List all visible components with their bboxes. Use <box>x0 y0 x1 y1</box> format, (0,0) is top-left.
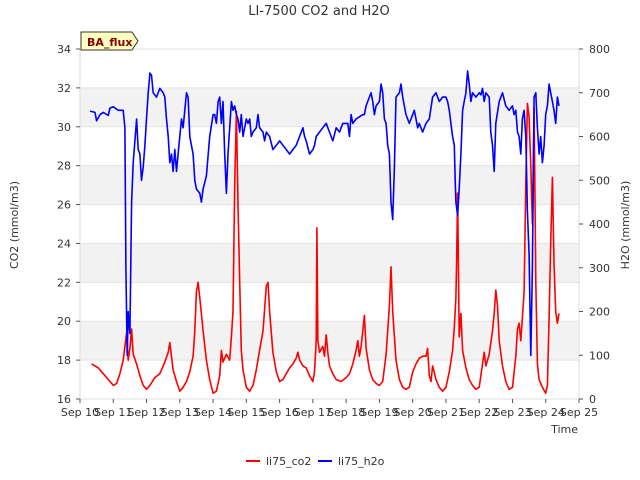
legend-label: li75_h2o <box>338 455 385 468</box>
grid-band <box>80 165 579 205</box>
y-left-tick-label: 28 <box>57 160 71 173</box>
x-tick-label: Sep 23 <box>493 406 531 419</box>
chart-title: LI-7500 CO2 and H2O <box>248 4 390 19</box>
x-tick-label: Sep 25 <box>560 406 598 419</box>
x-tick-label: Sep 15 <box>227 406 265 419</box>
x-tick-label: Sep 24 <box>527 406 565 419</box>
y-axis-right: 0 100 200 300 400 500 600 700 800 <box>579 43 610 406</box>
y-left-tick-label: 30 <box>57 121 71 134</box>
series-line-li75-co2 <box>91 102 560 394</box>
y-left-tick-label: 34 <box>57 43 71 56</box>
x-tick-label: Sep 21 <box>427 406 465 419</box>
grid-band <box>80 321 579 361</box>
legend-label: li75_co2 <box>266 455 311 468</box>
x-tick-label: Sep 19 <box>360 406 398 419</box>
y-right-tick-label: 800 <box>589 43 610 56</box>
y-left-tick-label: 20 <box>57 315 71 328</box>
x-tick-label: Sep 10 <box>61 406 99 419</box>
site-badge: BA_flux <box>80 31 139 51</box>
x-tick-label: Sep 13 <box>161 406 199 419</box>
site-badge-box <box>80 31 139 51</box>
y-left-tick-label: 26 <box>57 199 71 212</box>
site-badge-label: BA_flux <box>87 36 132 49</box>
y-axis-right-label: H2O (mmol/m3) <box>619 181 632 270</box>
y-right-tick-label: 600 <box>589 131 610 144</box>
y-axis-left-label: CO2 (mmol/m3) <box>8 181 21 269</box>
series-line-li75-h2o <box>89 70 560 357</box>
y-right-tick-label: 100 <box>589 349 610 362</box>
x-axis-label: Time <box>550 423 578 436</box>
grid-band <box>80 243 579 283</box>
y-right-tick-label: 700 <box>589 87 610 100</box>
x-tick-label: Sep 22 <box>460 406 498 419</box>
y-axis-left: 16 18 20 22 24 26 28 30 32 34 <box>57 43 80 406</box>
y-left-tick-label: 16 <box>57 393 71 406</box>
y-left-tick-label: 24 <box>57 237 71 250</box>
series-layer <box>89 70 560 394</box>
x-tick-label: Sep 14 <box>194 406 232 419</box>
y-left-tick-label: 22 <box>57 276 71 289</box>
x-tick-label: Sep 16 <box>260 406 298 419</box>
y-right-tick-label: 500 <box>589 174 610 187</box>
y-right-tick-label: 200 <box>589 306 610 319</box>
y-right-tick-label: 300 <box>589 262 610 275</box>
x-tick-label: Sep 20 <box>394 406 432 419</box>
x-tick-label: Sep 12 <box>127 406 165 419</box>
x-tick-label: Sep 18 <box>327 406 365 419</box>
y-right-tick-label: 400 <box>589 218 610 231</box>
x-tick-label: Sep 17 <box>294 406 332 419</box>
grid-bands <box>80 87 579 361</box>
legend: li75_co2 li75_h2o <box>246 455 385 468</box>
y-right-tick-label: 0 <box>589 393 596 406</box>
y-left-tick-label: 32 <box>57 82 71 95</box>
y-left-tick-label: 18 <box>57 354 71 367</box>
x-tick-label: Sep 11 <box>94 406 132 419</box>
